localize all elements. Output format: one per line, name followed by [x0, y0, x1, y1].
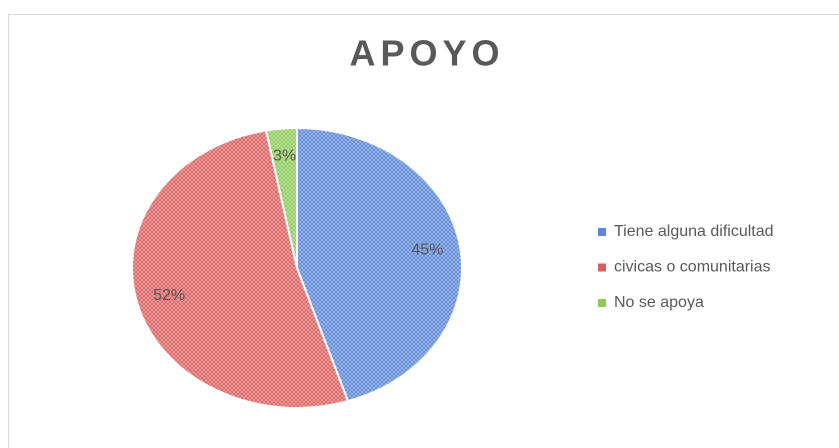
legend-label: civicas o comunitarias	[614, 259, 771, 276]
legend-label: No se apoya	[614, 294, 704, 311]
data-label: 3%	[273, 148, 296, 165]
legend-swatch	[598, 299, 606, 307]
legend-swatch	[598, 228, 606, 236]
data-label: 45%	[411, 242, 443, 259]
chart-title: APOYO	[349, 33, 504, 74]
legend-label: Tiene alguna dificultad	[614, 223, 774, 240]
pie-slice	[296, 126, 463, 403]
pie-slice	[264, 126, 298, 269]
pie-slice	[131, 129, 350, 409]
data-label: 52%	[153, 287, 185, 304]
legend-swatch	[598, 263, 606, 272]
